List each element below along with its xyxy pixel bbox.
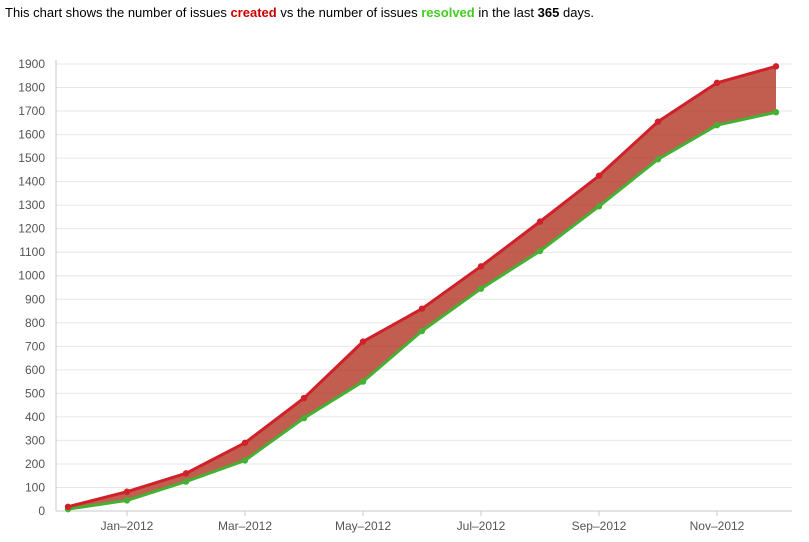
created-data-point (123, 488, 131, 495)
y-tick-label: 100 (25, 480, 45, 494)
y-tick-label: 1300 (18, 198, 45, 212)
resolved-data-point (595, 203, 603, 210)
y-tick-label: 200 (25, 457, 45, 471)
created-data-point (772, 63, 780, 70)
created-data-point (359, 338, 367, 345)
resolved-data-point (300, 414, 308, 422)
y-tick-label: 1800 (18, 81, 45, 95)
created-data-point (713, 79, 721, 87)
created-data-point (536, 218, 544, 225)
x-tick-label: Mar–2012 (218, 519, 272, 533)
resolved-data-point (654, 156, 662, 163)
created-data-point (182, 470, 190, 477)
created-data-point (300, 394, 308, 402)
resolved-data-point (241, 457, 249, 464)
caption-resolved-word: resolved (421, 5, 475, 20)
x-tick-label: Nov–2012 (690, 519, 745, 533)
caption-created-word: created (230, 5, 277, 20)
y-tick-label: 1200 (18, 222, 45, 236)
y-tick-label: 1100 (19, 245, 45, 259)
created-data-point (241, 439, 249, 446)
y-tick-label: 1400 (18, 175, 45, 189)
created-resolved-gap-area (68, 66, 776, 510)
resolved-data-point (418, 327, 426, 335)
caption-middle: vs the number of issues (280, 5, 418, 20)
y-tick-label: 1500 (18, 151, 45, 165)
caption-days-value: 365 (537, 5, 560, 20)
y-tick-label: 700 (25, 339, 45, 353)
y-tick-label: 600 (25, 363, 45, 377)
y-tick-label: 300 (25, 433, 45, 447)
y-tick-label: 0 (38, 504, 45, 518)
x-tick-label: Sep–2012 (572, 519, 627, 533)
created-data-point (654, 118, 662, 125)
x-tick-label: Jan–2012 (101, 519, 154, 533)
created-data-point (595, 172, 603, 179)
created-data-point (64, 503, 72, 510)
y-tick-label: 400 (25, 410, 45, 424)
resolved-data-point (477, 285, 485, 292)
caption-suffix-after: days. (562, 5, 595, 20)
y-tick-label: 1000 (18, 269, 45, 283)
y-tick-label: 1600 (18, 128, 45, 142)
x-axis-labels: Jan–2012 Mar–2012 May–2012 Jul–2012 Sep–2012… (101, 519, 745, 533)
y-tick-label: 1700 (18, 104, 45, 118)
y-tick-label: 900 (25, 292, 45, 306)
y-tick-label: 800 (25, 316, 45, 330)
resolved-data-point (536, 247, 544, 255)
x-tick-label: May–2012 (335, 519, 391, 533)
y-gridlines (56, 63, 792, 488)
resolved-data-point (182, 478, 190, 485)
y-axis-labels: 0 100 200 300 400 500 600 700 800 900 1000 1100 1200… (18, 57, 45, 518)
resolved-data-point (123, 497, 131, 504)
created-data-point (418, 305, 426, 312)
resolved-data-point (713, 121, 721, 129)
created-data-point (477, 263, 485, 270)
x-tick-label: Jul–2012 (457, 519, 506, 533)
caption-suffix-before: in the last (478, 5, 535, 20)
chart-caption: This chart shows the number of issues cr… (5, 5, 594, 20)
resolved-data-point (359, 378, 367, 385)
resolved-data-point (772, 109, 780, 116)
y-tick-label: 1900 (18, 57, 45, 71)
y-tick-label: 500 (25, 386, 45, 400)
caption-prefix: This chart shows the number of issues (5, 5, 227, 20)
